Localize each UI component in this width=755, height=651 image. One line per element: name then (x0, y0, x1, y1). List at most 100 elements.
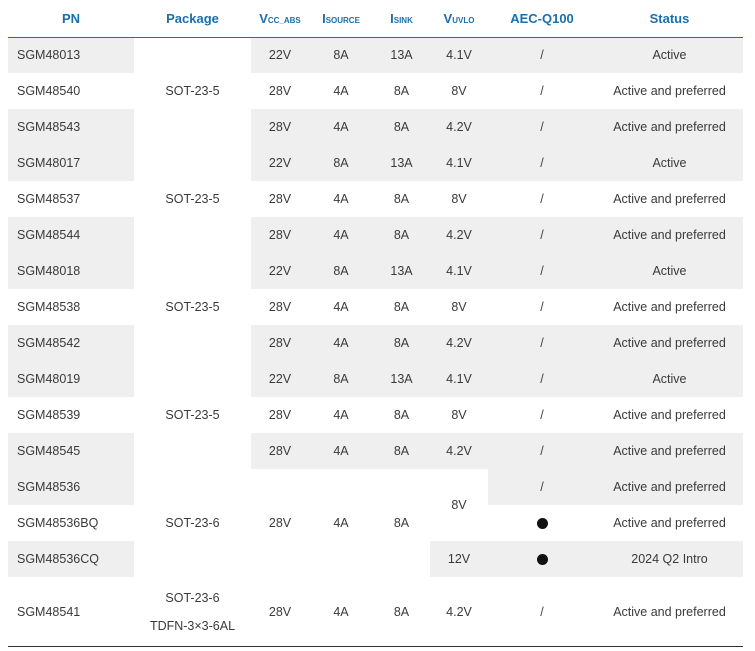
vcc-abs-cell: 28V (268, 605, 292, 619)
vcc-abs-cell: 28V (268, 300, 292, 314)
aec-q100-cell: / (488, 73, 596, 109)
header-isource: ISOURCE (309, 0, 373, 38)
header-isink-main: I (390, 10, 394, 26)
vcc-abs-cell: 28V (268, 408, 292, 422)
isink-cell: 8A (373, 325, 430, 361)
aec-value: / (540, 605, 544, 619)
status-cell: Active (596, 253, 743, 289)
aec-value: / (540, 84, 544, 98)
isink-cell: 8A (393, 300, 410, 314)
header-isink: ISINK (373, 0, 430, 38)
isink-cell: 8A (393, 605, 410, 619)
aec-q100-cell: / (488, 325, 596, 361)
header-isource-sub: SOURCE (325, 15, 360, 25)
package-cell: SOT-23-5 (134, 37, 251, 145)
vcc-abs-cell: 28V (251, 109, 309, 145)
vuvlo-cell: 8V (451, 408, 467, 422)
aec-value: / (540, 156, 544, 170)
package-cell: SOT-23-5 (134, 361, 251, 469)
status-cell: 2024 Q2 Intro (596, 541, 743, 577)
vuvlo-cell: 4.1V (430, 37, 488, 73)
vcc-abs-cell: 28V (251, 469, 309, 577)
table-row: SGM48540 28V 4A 8A 8V / Active and preferred (8, 73, 743, 109)
product-table: PN Package VCC_ABS ISOURCE ISINK VUVLO A… (8, 0, 743, 647)
aec-value: / (540, 264, 544, 278)
pn-cell: SGM48017 (8, 145, 134, 181)
pn-cell: SGM48537 (17, 192, 81, 206)
isource-cell: 4A (333, 300, 349, 314)
isource-cell: 8A (309, 253, 373, 289)
vuvlo-cell: 4.2V (430, 217, 488, 253)
header-package: Package (134, 0, 251, 38)
isink-cell: 13A (373, 37, 430, 73)
vuvlo-cell: 12V (430, 541, 488, 577)
isource-cell: 4A (309, 325, 373, 361)
vuvlo-cell: 8V (451, 300, 467, 314)
aec-q100-cell: / (488, 469, 596, 505)
table-row: SGM48545 28V 4A 8A 4.2V / Active and preferred (8, 433, 743, 469)
vcc-abs-cell: 28V (268, 192, 292, 206)
aec-value: / (540, 480, 544, 494)
table-body: SGM48013 SOT-23-5 22V 8A 13A 4.1V / Active SGM48… (8, 37, 743, 647)
header-isink-sub: SINK (393, 15, 413, 25)
qualified-dot-icon (536, 554, 548, 566)
isink-cell: 13A (373, 253, 430, 289)
isource-cell: 4A (333, 84, 349, 98)
table-row: SGM48543 28V 4A 8A 4.2V / Active and preferred (8, 109, 743, 145)
vcc-abs-cell: 22V (251, 145, 309, 181)
isink-cell: 8A (393, 84, 410, 98)
header-isource-main: I (322, 10, 326, 26)
isink-cell: 8A (373, 433, 430, 469)
status-cell: Active and preferred (613, 300, 726, 314)
table-row: SGM48018 SOT-23-5 22V 8A 13A 4.1V / Active (8, 253, 743, 361)
table-row: SGM48536BQ Active and preferred (8, 505, 743, 541)
aec-q100-cell: / (488, 361, 596, 397)
pn-cell: SGM48541 (17, 605, 81, 619)
status-cell: Active and preferred (613, 408, 726, 422)
package-line-1: SOT-23-6 (165, 591, 220, 605)
aec-value: / (540, 372, 544, 386)
table-row: SGM48536CQ 12V 2024 Q2 Intro (8, 541, 743, 577)
header-vcc-sub: CC_ABS (267, 15, 301, 25)
isink-cell: 8A (393, 408, 410, 422)
qualified-dot-icon (536, 518, 548, 530)
pn-cell: SGM48018 (8, 253, 134, 289)
header-pn: PN (8, 0, 134, 38)
table-header-row: PN Package VCC_ABS ISOURCE ISINK VUVLO A… (8, 0, 743, 38)
package-cell: SOT-23-5 (134, 145, 251, 253)
status-cell: Active and preferred (596, 433, 743, 469)
header-aec-q100: AEC-Q100 (488, 0, 596, 38)
vuvlo-cell: 4.1V (430, 145, 488, 181)
pn-cell: SGM48544 (8, 217, 134, 253)
isource-cell: 8A (309, 37, 373, 73)
aec-q100-cell: / (488, 181, 596, 217)
table-bottom-rule (8, 646, 743, 647)
aec-q100-cell: / (488, 253, 596, 289)
vcc-abs-cell: 28V (251, 433, 309, 469)
aec-value: / (540, 336, 544, 350)
header-status: Status (596, 0, 743, 38)
vcc-abs-cell: 22V (251, 253, 309, 289)
vuvlo-cell: 4.1V (430, 361, 488, 397)
isource-cell: 4A (333, 192, 349, 206)
aec-value: / (540, 444, 544, 458)
vcc-abs-cell: 22V (251, 37, 309, 73)
isink-cell: 8A (393, 192, 410, 206)
vuvlo-cell: 4.2V (430, 109, 488, 145)
pn-cell: SGM48543 (8, 109, 134, 145)
pn-cell: SGM48536BQ (17, 516, 99, 530)
pn-cell: SGM48536 (8, 469, 134, 505)
package-line-2: TDFN-3×3-6AL (149, 619, 236, 633)
aec-q100-cell: / (488, 145, 596, 181)
vcc-abs-cell: 28V (251, 325, 309, 361)
vuvlo-cell: 4.1V (430, 253, 488, 289)
status-cell: Active and preferred (613, 192, 726, 206)
vuvlo-cell: 8V (451, 192, 467, 206)
aec-q100-cell: / (488, 109, 596, 145)
header-vcc-abs: VCC_ABS (251, 0, 309, 38)
status-cell: Active (596, 145, 743, 181)
status-cell: Active and preferred (596, 325, 743, 361)
isink-cell: 13A (373, 361, 430, 397)
package-cell: SOT-23-6 TDFN-3×3-6AL (134, 577, 251, 647)
status-cell: Active (596, 37, 743, 73)
